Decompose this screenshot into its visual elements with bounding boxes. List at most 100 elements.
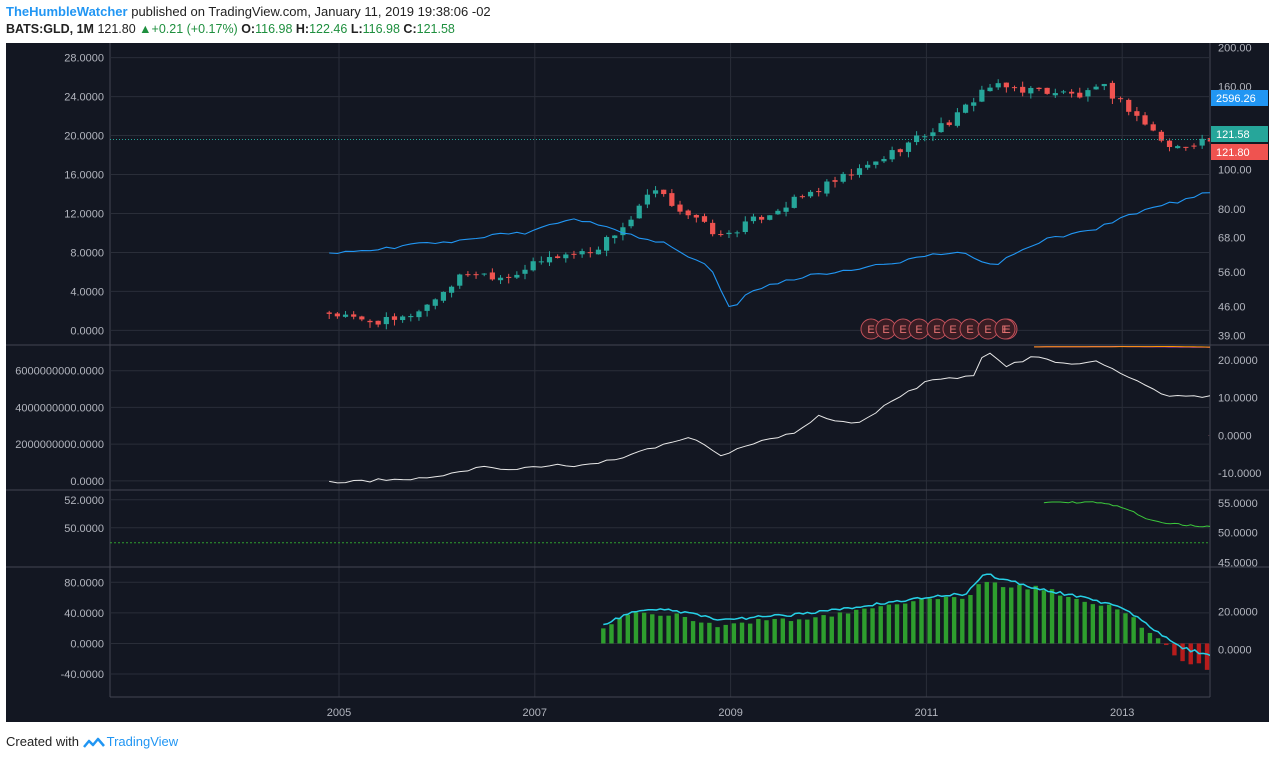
momentum-bar — [976, 584, 981, 644]
momentum-bar — [821, 615, 826, 644]
candle — [644, 194, 650, 205]
candle — [1036, 87, 1042, 89]
y-tick-label-left: 24.0000 — [64, 92, 104, 104]
candle — [506, 276, 512, 278]
y-tick-label-right: 20.0000 — [1218, 355, 1258, 367]
candle — [636, 205, 642, 219]
candle — [1109, 82, 1116, 99]
oscillator-main-line — [329, 352, 1210, 484]
momentum-bar — [805, 619, 810, 644]
y-tick-label-left: 50.0000 — [64, 523, 104, 535]
symbol-header: BATS:GLD, 1M 121.80 ▲+0.21 (+0.17%) O:11… — [6, 22, 455, 36]
candle — [979, 89, 985, 102]
author-link[interactable]: TheHumbleWatcher — [6, 4, 128, 19]
candle — [628, 219, 634, 227]
y-tick-label-left: 80.0000 — [64, 577, 104, 589]
created-with-text: Created with — [6, 734, 79, 749]
y-tick-label-right: 55.0000 — [1218, 498, 1258, 510]
momentum-bar — [1106, 604, 1112, 644]
tradingview-link[interactable]: TradingView — [106, 734, 179, 749]
candle — [922, 136, 928, 138]
candle — [367, 320, 373, 323]
candle — [603, 237, 610, 251]
candle — [440, 291, 447, 301]
candle — [881, 158, 887, 162]
x-tick-label: 2007 — [523, 707, 547, 719]
price-badge — [1211, 144, 1268, 160]
candle — [848, 174, 854, 176]
low-label: L: — [350, 22, 363, 36]
candle — [669, 193, 675, 206]
momentum-bar — [682, 616, 688, 644]
candle — [342, 314, 349, 317]
open-value: 116.98 — [255, 22, 293, 36]
candle — [987, 87, 993, 92]
x-tick-label: 2005 — [327, 707, 351, 719]
candle — [783, 207, 789, 212]
candle — [538, 261, 544, 263]
candle — [489, 272, 495, 280]
momentum-bar — [968, 594, 973, 644]
earnings-marker-label: E — [1001, 324, 1008, 336]
candle — [840, 173, 846, 182]
momentum-bar — [1041, 590, 1047, 644]
candle — [351, 314, 357, 317]
y-tick-label-left: 16.0000 — [64, 170, 104, 182]
candle — [383, 316, 389, 325]
candle — [1199, 138, 1205, 146]
candle — [791, 196, 797, 208]
candle — [497, 277, 504, 281]
momentum-bar — [902, 603, 908, 644]
y-tick-label-left: 8.0000 — [70, 247, 104, 259]
momentum-bar — [878, 606, 883, 644]
momentum-bar — [788, 621, 794, 644]
candle — [905, 142, 912, 152]
momentum-bar — [1180, 643, 1185, 662]
candle — [832, 180, 838, 182]
momentum-bar — [739, 622, 745, 644]
candle — [1101, 83, 1107, 87]
candle — [677, 204, 683, 212]
earnings-marker-label: E — [984, 324, 991, 336]
y-tick-label-right: 46.00 — [1218, 302, 1246, 314]
candle — [579, 251, 585, 255]
candle — [710, 222, 716, 235]
momentum-bar — [1098, 605, 1104, 644]
candle — [375, 320, 381, 325]
candle — [1077, 92, 1083, 98]
candle — [522, 269, 528, 274]
momentum-bar — [715, 627, 720, 644]
earnings-marker — [994, 318, 1016, 340]
y-tick-label-right: 200.00 — [1218, 42, 1252, 54]
candle — [1060, 91, 1067, 93]
momentum-bar — [1057, 595, 1063, 644]
y-tick-label-right: 68.00 — [1218, 233, 1246, 245]
momentum-bar — [886, 604, 892, 644]
momentum-bar — [870, 608, 875, 644]
y-tick-label-right: 20.0000 — [1218, 606, 1258, 618]
candle — [465, 274, 471, 276]
earnings-marker-label: E — [933, 324, 940, 336]
momentum-bar — [707, 622, 712, 644]
momentum-bar — [862, 608, 867, 644]
earnings-marker-label: E — [915, 324, 922, 336]
price-badge — [1211, 90, 1268, 106]
candle — [571, 253, 577, 255]
candle — [587, 252, 593, 254]
candle — [865, 164, 871, 168]
candle — [962, 104, 969, 113]
momentum-bar — [854, 609, 859, 644]
candle — [620, 227, 626, 236]
y-tick-label-right: 0.0000 — [1218, 645, 1252, 657]
candle — [856, 168, 863, 175]
y-tick-label-left: -40.0000 — [61, 669, 104, 681]
candle — [1158, 131, 1164, 141]
candle — [612, 235, 618, 239]
momentum-bar — [1074, 598, 1079, 644]
price-badge-label: 121.58 — [1216, 129, 1250, 141]
earnings-marker-label: E — [882, 324, 889, 336]
momentum-bar — [951, 597, 957, 644]
candle — [1085, 90, 1091, 97]
candle — [938, 123, 944, 133]
